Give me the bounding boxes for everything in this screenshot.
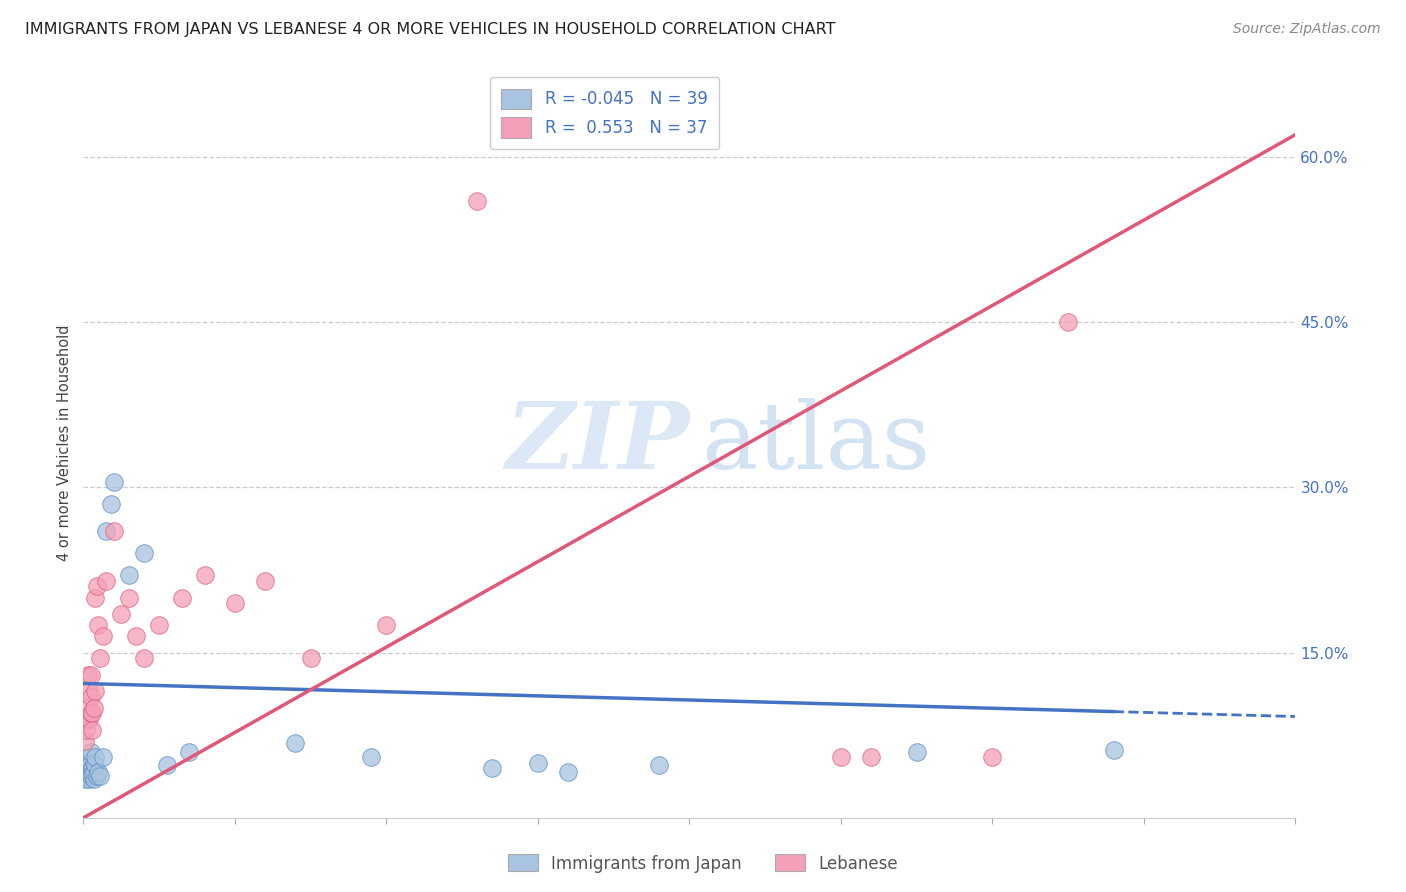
Point — [82, 767, 104, 781]
Text: ZIP: ZIP — [505, 398, 689, 488]
Point — [170, 591, 193, 605]
Point — [465, 194, 488, 208]
Point — [83, 764, 105, 779]
Point — [148, 618, 170, 632]
Point — [360, 750, 382, 764]
Point — [83, 772, 105, 787]
Legend: Immigrants from Japan, Lebanese: Immigrants from Japan, Lebanese — [501, 847, 905, 880]
Point — [76, 761, 98, 775]
Point — [100, 497, 122, 511]
Point — [80, 764, 103, 779]
Point — [82, 723, 104, 737]
Point — [224, 596, 246, 610]
Point — [80, 667, 103, 681]
Point — [1102, 742, 1125, 756]
Point — [84, 591, 107, 605]
Text: atlas: atlas — [702, 398, 931, 488]
Point — [80, 745, 103, 759]
Point — [79, 767, 101, 781]
Point — [79, 712, 101, 726]
Point — [83, 700, 105, 714]
Point — [87, 618, 110, 632]
Point — [91, 629, 114, 643]
Point — [118, 591, 141, 605]
Y-axis label: 4 or more Vehicles in Household: 4 or more Vehicles in Household — [58, 325, 72, 561]
Point — [80, 706, 103, 721]
Point — [284, 736, 307, 750]
Point — [1057, 315, 1080, 329]
Point — [981, 750, 1004, 764]
Point — [132, 651, 155, 665]
Point — [94, 574, 117, 588]
Point — [80, 756, 103, 770]
Point — [103, 475, 125, 489]
Point — [76, 769, 98, 783]
Point — [481, 761, 503, 775]
Point — [82, 706, 104, 721]
Point — [75, 756, 97, 770]
Point — [76, 667, 98, 681]
Point — [110, 607, 132, 621]
Point — [830, 750, 852, 764]
Point — [73, 733, 96, 747]
Point — [125, 629, 148, 643]
Text: Source: ZipAtlas.com: Source: ZipAtlas.com — [1233, 22, 1381, 37]
Point — [648, 758, 671, 772]
Point — [86, 580, 108, 594]
Point — [860, 750, 883, 764]
Point — [86, 769, 108, 783]
Point — [94, 524, 117, 539]
Point — [375, 618, 398, 632]
Point — [82, 761, 104, 775]
Legend: R = -0.045   N = 39, R =  0.553   N = 37: R = -0.045 N = 39, R = 0.553 N = 37 — [489, 77, 720, 149]
Point — [79, 684, 101, 698]
Point — [89, 769, 111, 783]
Text: IMMIGRANTS FROM JAPAN VS LEBANESE 4 OR MORE VEHICLES IN HOUSEHOLD CORRELATION CH: IMMIGRANTS FROM JAPAN VS LEBANESE 4 OR M… — [25, 22, 835, 37]
Point — [75, 712, 97, 726]
Point — [76, 700, 98, 714]
Point — [84, 750, 107, 764]
Point — [156, 758, 179, 772]
Point — [75, 772, 97, 787]
Point — [118, 568, 141, 582]
Point — [84, 684, 107, 698]
Point — [89, 651, 111, 665]
Point — [557, 764, 579, 779]
Point — [299, 651, 322, 665]
Point — [132, 546, 155, 560]
Point — [75, 723, 97, 737]
Point — [79, 772, 101, 787]
Point — [103, 524, 125, 539]
Point — [84, 758, 107, 772]
Point — [91, 750, 114, 764]
Point — [179, 745, 201, 759]
Point — [83, 756, 105, 770]
Point — [193, 568, 215, 582]
Point — [80, 769, 103, 783]
Point — [80, 690, 103, 704]
Point — [87, 764, 110, 779]
Point — [76, 750, 98, 764]
Point — [73, 767, 96, 781]
Point — [79, 758, 101, 772]
Point — [905, 745, 928, 759]
Point — [254, 574, 277, 588]
Point — [527, 756, 550, 770]
